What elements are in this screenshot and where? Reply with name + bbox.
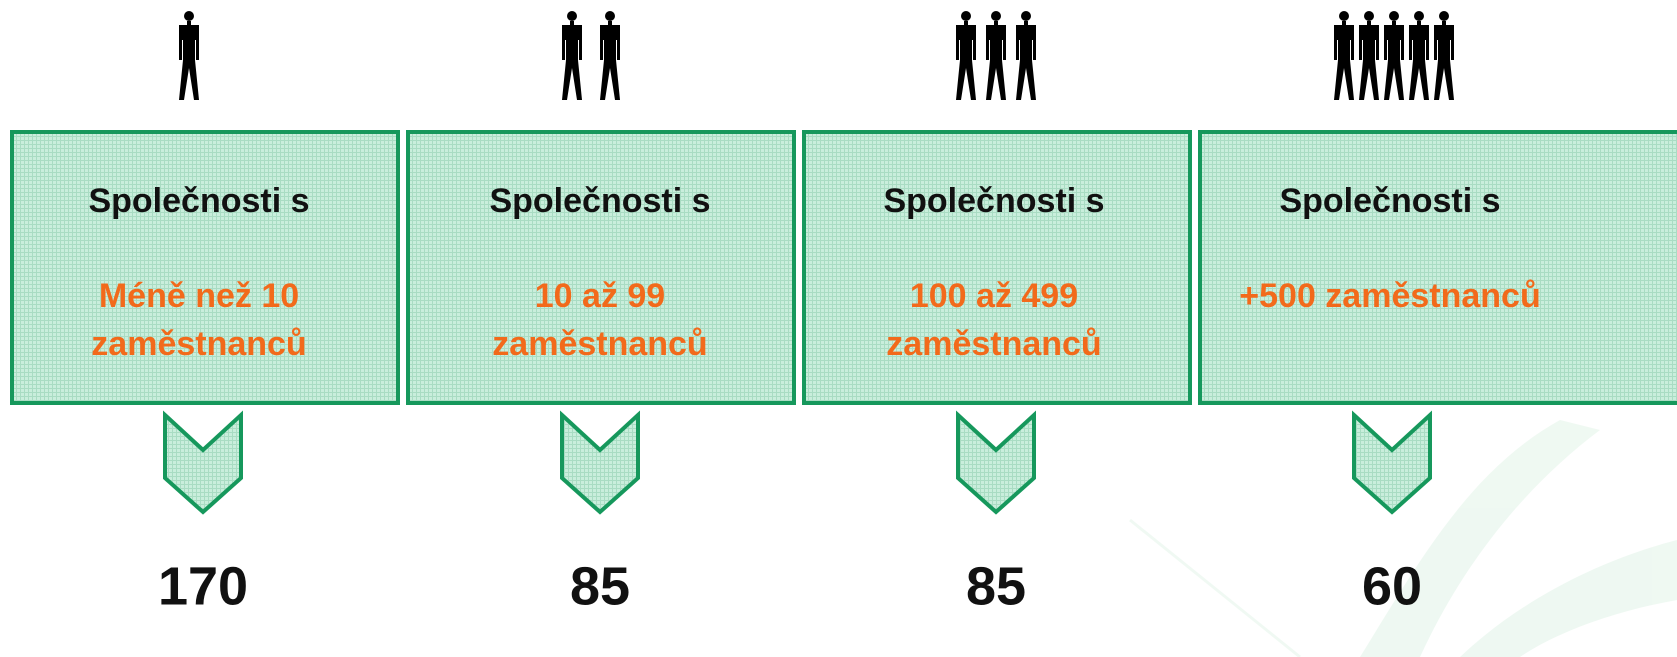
size-range: zaměstnanců [886,325,1101,363]
size-range: Méně než 10 [99,277,299,315]
size-range: 100 až 499 [910,277,1078,315]
size-range: 10 až 99 [535,277,665,315]
company-count: 170 [158,556,248,616]
person-icon [1016,11,1036,100]
person-icon [562,11,582,100]
size-range: zaměstnanců [492,325,707,363]
down-chevron [956,410,1036,515]
category-box [1198,130,1677,405]
company-count: 85 [570,556,630,616]
person-icon [1434,11,1454,100]
size-range: zaměstnanců [91,325,306,363]
person-icon [1409,11,1429,100]
category-box [10,130,400,405]
box-heading: Společnosti s [1279,182,1500,220]
box-heading: Společnosti s [88,182,309,220]
down-chevron [1352,410,1432,515]
size-range: +500 zaměstnanců [1239,277,1540,315]
person-icon [179,11,199,100]
company-count: 60 [1362,556,1422,616]
person-icon [1334,11,1354,100]
background-swoosh [1129,420,1677,657]
person-icon [1359,11,1379,100]
box-heading: Společnosti s [883,182,1104,220]
person-icon [600,11,620,100]
people-icons [179,11,1454,100]
box-heading: Společnosti s [489,182,710,220]
down-chevron [560,410,640,515]
person-icon [986,11,1006,100]
down-chevron [163,410,243,515]
category-box [406,130,796,405]
category-box [802,130,1192,405]
person-icon [1384,11,1404,100]
company-count: 85 [966,556,1026,616]
person-icon [956,11,976,100]
